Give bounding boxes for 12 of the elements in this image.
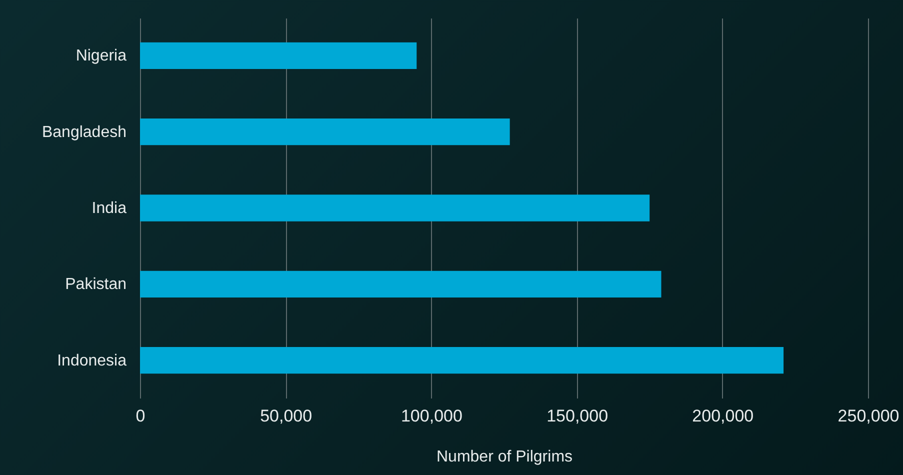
x-tick-label: 0 [136,406,146,426]
y-tick-label: Pakistan [65,276,126,294]
x-tick-label: 250,000 [838,406,900,426]
y-tick-label: Indonesia [57,352,127,370]
x-tick-label: 50,000 [260,406,312,426]
y-tick-label: Nigeria [76,48,127,65]
x-tick-label: 150,000 [546,406,608,426]
y-tick-label: Bangladesh [42,124,126,141]
x-tick-label: 100,000 [400,406,462,426]
x-axis-title: Number of Pilgrims [436,448,573,466]
y-tick-label: India [92,200,127,217]
x-tick-label: 200,000 [692,406,754,426]
